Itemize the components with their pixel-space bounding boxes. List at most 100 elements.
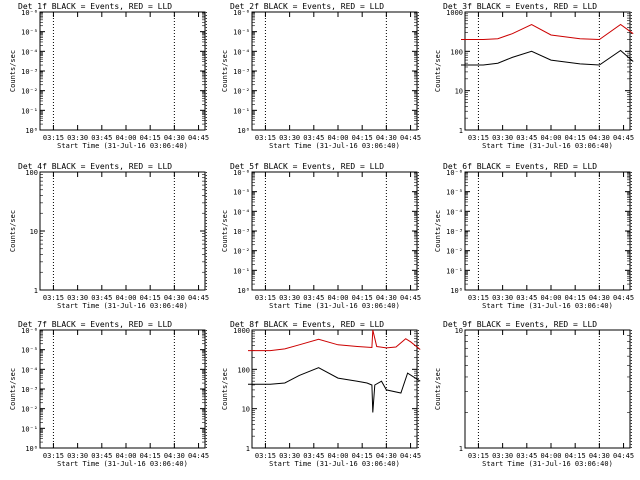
chart-title: Det 6f BLACK = Events, RED = LLD — [443, 162, 597, 171]
x-tick-label: 04:00 — [540, 294, 561, 302]
y-tick-label: 10⁻⁵ — [21, 347, 38, 355]
y-tick-label: 10⁻¹ — [233, 267, 250, 275]
chart-panel-8: Det 8f BLACK = Events, RED = LLD Counts/s… — [221, 320, 421, 468]
chart-panel-6: Det 6f BLACK = Events, RED = LLD Counts/s… — [434, 162, 634, 310]
x-tick-label: 03:15 — [255, 294, 276, 302]
chart-title: Det 3f BLACK = Events, RED = LLD — [443, 2, 597, 11]
y-tick-label: 10⁻⁵ — [233, 29, 250, 37]
y-tick-label: 10⁻² — [21, 88, 38, 96]
y-tick-label: 10⁻² — [233, 248, 250, 256]
y-axis-label: Counts/sec — [221, 368, 229, 410]
x-tick-label: 04:15 — [352, 452, 373, 460]
x-tick-label: 03:45 — [516, 452, 537, 460]
x-tick-label: 03:45 — [516, 134, 537, 142]
y-tick-label: 10⁻⁶ — [21, 327, 38, 335]
chart-title: Det 2f BLACK = Events, RED = LLD — [230, 2, 384, 11]
y-tick-label: 1 — [459, 127, 463, 135]
x-tick-label: 04:15 — [140, 134, 161, 142]
x-tick-label: 04:15 — [140, 452, 161, 460]
y-tick-label: 10⁻⁴ — [446, 208, 463, 216]
plot-frame — [251, 11, 418, 131]
series-line-2 — [248, 367, 421, 413]
chart-panel-7: Det 7f BLACK = Events, RED = LLD Counts/s… — [9, 320, 209, 468]
x-tick-label: 04:15 — [565, 294, 586, 302]
plot-frame — [39, 329, 206, 449]
x-tick-label: 03:45 — [91, 294, 112, 302]
x-tick-label: 03:15 — [468, 134, 489, 142]
chart-panel-2: Det 2f BLACK = Events, RED = LLD Counts/s… — [221, 2, 421, 150]
plot-frame — [464, 329, 631, 449]
y-tick-label: 10⁰ — [25, 445, 38, 453]
x-axis-label: Start Time (31-Jul-16 03:06:40) — [269, 302, 400, 310]
y-tick-label: 10 — [455, 88, 463, 96]
y-tick-label: 100 — [450, 48, 463, 56]
x-axis-label: Start Time (31-Jul-16 03:06:40) — [482, 142, 613, 150]
x-tick-label: 04:30 — [376, 134, 397, 142]
x-tick-label: 03:15 — [468, 294, 489, 302]
y-tick-label: 1000 — [446, 9, 463, 17]
series-line-2 — [461, 49, 634, 66]
x-tick-label: 03:45 — [303, 452, 324, 460]
x-tick-label: 03:45 — [91, 134, 112, 142]
y-tick-label: 10⁻⁴ — [233, 208, 250, 216]
x-tick-label: 03:30 — [279, 294, 300, 302]
y-tick-label: 10⁻³ — [21, 68, 38, 76]
x-tick-label: 03:45 — [516, 294, 537, 302]
y-tick-label: 10 — [242, 406, 250, 414]
x-tick-label: 04:45 — [613, 294, 634, 302]
x-tick-label: 03:15 — [468, 452, 489, 460]
y-tick-label: 100 — [25, 169, 38, 177]
x-tick-label: 03:30 — [67, 452, 88, 460]
x-axis-label: Start Time (31-Jul-16 03:06:40) — [269, 460, 400, 468]
x-tick-label: 03:30 — [492, 134, 513, 142]
x-tick-label: 04:45 — [400, 134, 421, 142]
y-axis-label: Counts/sec — [9, 210, 17, 252]
x-tick-label: 04:30 — [589, 452, 610, 460]
chart-panel-1: Det 1f BLACK = Events, RED = LLD Counts/s… — [9, 2, 209, 150]
x-tick-label: 03:45 — [91, 452, 112, 460]
y-tick-label: 10⁰ — [450, 287, 463, 295]
x-tick-label: 04:00 — [115, 294, 136, 302]
chart-title: Det 1f BLACK = Events, RED = LLD — [18, 2, 172, 11]
x-tick-label: 04:00 — [115, 452, 136, 460]
x-axis-label: Start Time (31-Jul-16 03:06:40) — [57, 142, 188, 150]
y-axis-label: Counts/sec — [434, 368, 442, 410]
x-tick-label: 04:45 — [400, 452, 421, 460]
chart-title: Det 8f BLACK = Events, RED = LLD — [230, 320, 384, 329]
y-tick-label: 10⁰ — [237, 127, 250, 135]
x-tick-label: 03:15 — [255, 452, 276, 460]
y-tick-label: 10⁻⁵ — [446, 189, 463, 197]
x-tick-label: 04:15 — [352, 294, 373, 302]
y-tick-label: 10⁻² — [446, 248, 463, 256]
y-axis-label: Counts/sec — [221, 210, 229, 252]
y-tick-label: 10 — [455, 327, 463, 335]
y-tick-label: 10⁻¹ — [21, 425, 38, 433]
x-tick-label: 04:45 — [400, 294, 421, 302]
y-tick-label: 1 — [459, 445, 463, 453]
y-tick-label: 10⁻⁵ — [21, 29, 38, 37]
y-tick-label: 10⁻⁶ — [446, 169, 463, 177]
x-tick-label: 04:00 — [540, 134, 561, 142]
y-tick-label: 10⁻¹ — [446, 267, 463, 275]
chart-panel-9: Det 9f BLACK = Events, RED = LLD Counts/s… — [434, 320, 634, 468]
x-tick-label: 04:45 — [613, 452, 634, 460]
y-tick-label: 10⁰ — [25, 127, 38, 135]
x-tick-label: 03:30 — [279, 452, 300, 460]
x-axis-label: Start Time (31-Jul-16 03:06:40) — [482, 302, 613, 310]
x-tick-label: 03:15 — [43, 452, 64, 460]
plot-frame — [251, 329, 418, 449]
x-axis-label: Start Time (31-Jul-16 03:06:40) — [57, 302, 188, 310]
y-axis-label: Counts/sec — [434, 210, 442, 252]
y-tick-label: 100 — [237, 366, 250, 374]
chart-panel-5: Det 5f BLACK = Events, RED = LLD Counts/s… — [221, 162, 421, 310]
y-tick-label: 10⁻³ — [233, 228, 250, 236]
x-tick-label: 04:45 — [188, 134, 209, 142]
y-tick-label: 10⁻² — [233, 88, 250, 96]
x-tick-label: 03:30 — [279, 134, 300, 142]
plot-frame — [464, 171, 631, 291]
y-tick-label: 1000 — [233, 327, 250, 335]
y-axis-label: Counts/sec — [221, 50, 229, 92]
plot-frame — [39, 171, 206, 291]
chart-title: Det 7f BLACK = Events, RED = LLD — [18, 320, 172, 329]
